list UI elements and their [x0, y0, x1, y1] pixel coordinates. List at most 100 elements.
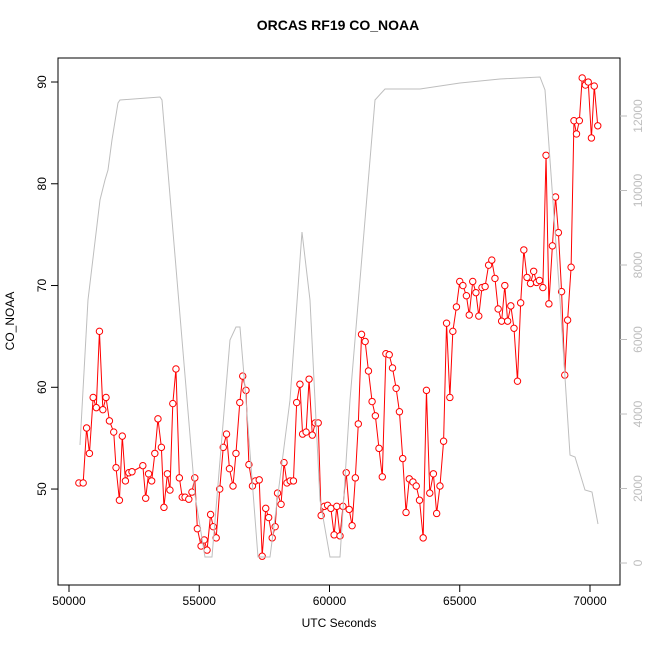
- point: [575, 116, 584, 125]
- point: [415, 496, 424, 504]
- point: [472, 288, 480, 297]
- point: [348, 521, 356, 530]
- point: [371, 412, 380, 420]
- point: [172, 365, 180, 373]
- point: [264, 513, 273, 522]
- point: [481, 282, 489, 291]
- y2-tick-label: 10000: [631, 173, 645, 207]
- point: [422, 386, 431, 395]
- y-tick-label: 50: [35, 482, 49, 496]
- point: [82, 424, 91, 432]
- point: [501, 281, 509, 290]
- point: [277, 500, 285, 509]
- point: [388, 364, 397, 372]
- point: [594, 122, 602, 130]
- point: [85, 449, 94, 458]
- point: [141, 494, 150, 502]
- point: [292, 398, 301, 407]
- point: [548, 242, 557, 250]
- point: [255, 476, 263, 484]
- point: [95, 327, 104, 336]
- point: [516, 299, 525, 307]
- point: [121, 477, 130, 485]
- point: [225, 464, 234, 473]
- point: [354, 420, 363, 428]
- plot-frame: [57, 57, 621, 586]
- y2-tick-label: 6000: [631, 326, 645, 353]
- point: [289, 477, 298, 485]
- point: [99, 405, 107, 414]
- point: [567, 263, 575, 271]
- x-tick-label: 55000: [183, 594, 217, 608]
- point: [166, 486, 174, 494]
- point: [368, 397, 376, 406]
- point: [206, 510, 215, 519]
- series-line: [78, 77, 599, 557]
- point: [542, 151, 550, 159]
- point: [262, 504, 270, 513]
- point: [92, 403, 100, 412]
- point: [330, 531, 338, 539]
- point: [361, 337, 369, 346]
- point: [442, 319, 451, 327]
- y2-tick-label: 8000: [631, 251, 645, 278]
- point: [419, 534, 427, 542]
- point: [305, 375, 313, 383]
- point: [491, 274, 499, 283]
- point: [139, 461, 147, 470]
- chart-title: ORCAS RF19 CO_NOAA: [257, 17, 420, 33]
- point: [545, 300, 553, 308]
- point: [459, 281, 467, 290]
- point: [392, 384, 400, 393]
- point: [105, 417, 114, 425]
- point: [475, 312, 483, 320]
- y2-tick-label: 12000: [631, 99, 645, 133]
- point: [160, 503, 168, 512]
- x-axis-label: UTC Seconds: [302, 616, 377, 630]
- y2-tick-label: 2000: [631, 475, 645, 502]
- point: [395, 408, 404, 416]
- point: [144, 470, 153, 478]
- point: [520, 246, 528, 254]
- y2-tick-label: 4000: [631, 400, 645, 427]
- point: [523, 273, 531, 282]
- point: [229, 482, 237, 490]
- point: [551, 193, 560, 201]
- point: [308, 431, 316, 439]
- point: [385, 351, 393, 359]
- point: [449, 327, 457, 336]
- point: [590, 82, 598, 90]
- series-line: [79, 76, 599, 558]
- point: [364, 367, 373, 375]
- point: [191, 474, 199, 482]
- point: [539, 283, 547, 292]
- point: [336, 532, 344, 540]
- point: [345, 505, 353, 514]
- y-tick-label: 60: [35, 380, 49, 394]
- point: [242, 386, 250, 395]
- point: [209, 522, 217, 531]
- point: [378, 473, 386, 481]
- point: [572, 130, 581, 138]
- point: [465, 311, 473, 319]
- point: [452, 303, 461, 311]
- x-tick-label: 65000: [443, 594, 477, 608]
- point: [239, 372, 247, 380]
- point: [154, 415, 162, 423]
- point: [79, 479, 87, 487]
- y-tick-label: 90: [35, 75, 49, 89]
- point: [469, 277, 477, 286]
- point: [497, 317, 506, 325]
- point: [110, 428, 118, 436]
- point: [258, 552, 266, 560]
- point: [587, 134, 596, 142]
- point: [296, 380, 304, 388]
- point: [222, 430, 231, 438]
- point: [402, 508, 410, 517]
- point: [147, 477, 156, 485]
- point: [563, 316, 572, 324]
- point: [426, 489, 434, 497]
- point: [102, 393, 110, 402]
- point: [232, 449, 240, 458]
